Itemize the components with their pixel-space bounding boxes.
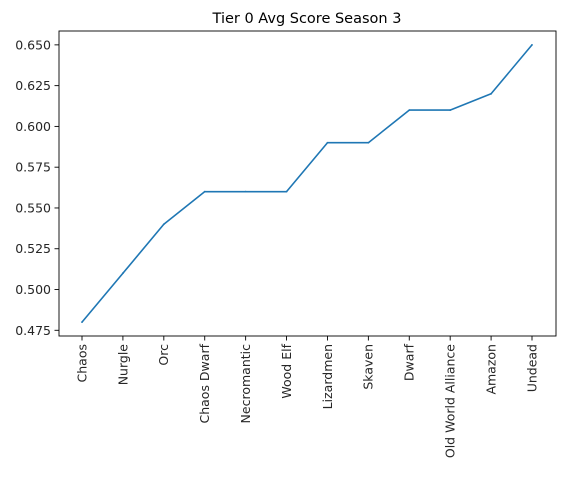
y-tick-label: 0.650 [15, 37, 51, 52]
axes: 0.475 0.500 0.525 0.550 0.575 0.600 0.625 0.650… [15, 30, 557, 458]
data-point [162, 223, 165, 226]
x-tick-label: Lizardmen [320, 344, 335, 409]
x-tick-label: Nurgle [115, 344, 130, 386]
plot-frame [58, 30, 557, 337]
series-line [81, 44, 533, 323]
y-tick-label: 0.500 [15, 282, 51, 297]
data-point [244, 190, 247, 193]
y-tick-label: 0.475 [15, 323, 51, 338]
series-layer [81, 43, 533, 324]
y-tick-label: 0.625 [15, 78, 51, 93]
x-tick-label: Amazon [483, 344, 498, 395]
y-tick-label: 0.550 [15, 200, 51, 215]
y-tick-label: 0.525 [15, 241, 51, 256]
x-tick-label: Chaos [74, 344, 89, 382]
x-tick-label: Orc [156, 344, 171, 366]
data-point [203, 190, 206, 193]
data-point [122, 272, 124, 275]
y-tick-label: 0.600 [15, 119, 51, 134]
data-point [367, 141, 370, 144]
x-tick-label: Skaven [361, 344, 376, 390]
data-point [285, 190, 288, 193]
data-point [408, 109, 411, 112]
x-tick-label: Old World Alliance [443, 344, 458, 458]
data-point [81, 321, 83, 324]
data-point [490, 92, 492, 95]
chart-title: Tier 0 Avg Score Season 3 [212, 11, 402, 27]
data-point [326, 141, 329, 144]
x-tick-label: Necromantic [238, 344, 253, 424]
data-point [449, 109, 452, 112]
x-tick-label: Chaos Dwarf [197, 343, 212, 423]
x-tick-label: Undead [524, 344, 539, 392]
x-tick-label: Dwarf [402, 343, 417, 381]
y-tick-label: 0.575 [15, 160, 51, 175]
data-point [531, 43, 533, 46]
x-tick-label: Wood Elf [279, 343, 294, 398]
